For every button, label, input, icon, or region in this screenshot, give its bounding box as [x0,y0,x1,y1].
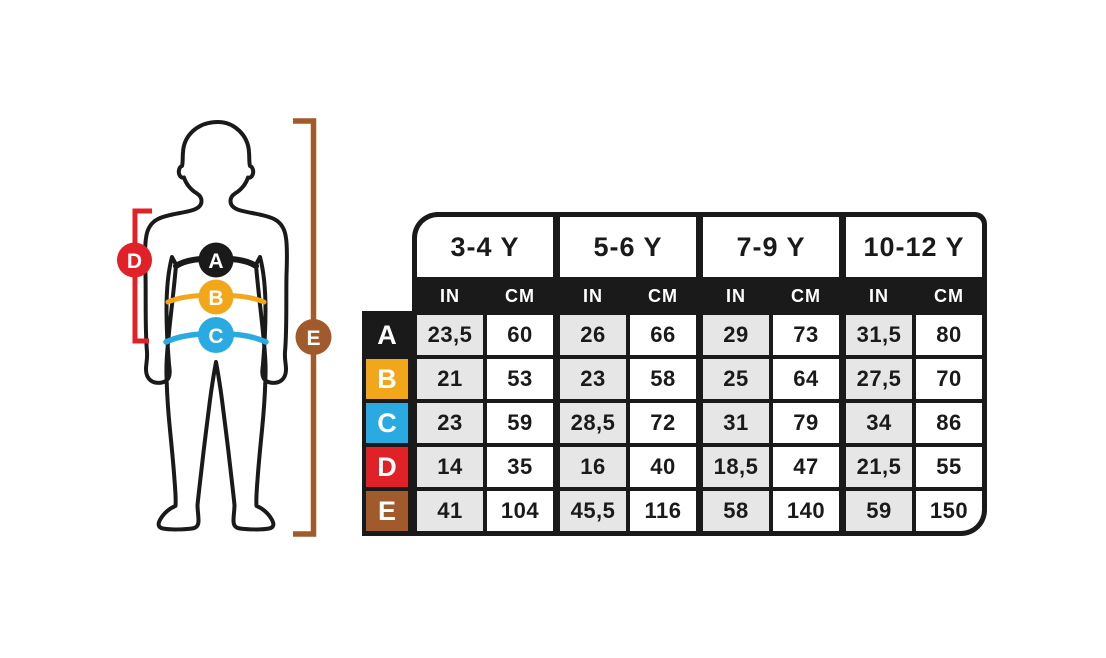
size-header-10-12y: 10-12 Y [846,217,982,277]
marker-c-badge [198,317,234,353]
value-cell: 27,5 [846,359,912,399]
value-cell: 34 [846,403,912,443]
table-row-a: 23,5 60 26 66 29 73 31,5 80 [417,315,982,355]
value-cell: 116 [630,491,696,531]
row-label-c: C [366,403,408,443]
value-cell: 80 [916,315,982,355]
value-cell: 26 [560,315,626,355]
size-table: 3-4 Y 5-6 Y 7-9 Y 10-12 Y IN CM IN CM IN… [412,212,987,536]
size-chart: A B C D E 3-4 Y 5-6 Y 7-9 Y 10-12 Y IN C… [362,212,987,536]
value-cell: 59 [846,491,912,531]
value-cell: 35 [487,447,553,487]
value-cell: 72 [630,403,696,443]
value-cell: 73 [773,315,839,355]
marker-c-label: C [208,325,223,348]
value-cell: 14 [417,447,483,487]
row-label-a: A [366,315,408,355]
marker-b-label: B [208,287,223,310]
unit-header-cell: CM [791,285,821,306]
value-cell: 58 [703,491,769,531]
row-label-b: B [366,359,408,399]
value-cell: 66 [630,315,696,355]
value-cell: 60 [487,315,553,355]
value-cell: 140 [773,491,839,531]
marker-b-badge [198,279,234,315]
unit-header-cell: CM [505,285,535,306]
table-row-e: 41 104 45,5 116 58 140 59 150 [417,491,982,531]
value-cell: 64 [773,359,839,399]
age-header-row: 3-4 Y 5-6 Y 7-9 Y 10-12 Y [417,217,982,277]
value-cell: 21 [417,359,483,399]
value-cell: 23 [560,359,626,399]
table-row-b: 21 53 23 58 25 64 27,5 70 [417,359,982,399]
value-cell: 150 [916,491,982,531]
marker-a-label: A [208,250,223,273]
unit-header-row: IN CM IN CM IN CM IN CM [417,281,982,311]
value-cell: 40 [630,447,696,487]
value-cell: 25 [703,359,769,399]
value-cell: 29 [703,315,769,355]
value-cell: 18,5 [703,447,769,487]
marker-d-label: D [127,250,142,273]
value-cell: 79 [773,403,839,443]
unit-header-cell: IN [869,285,889,306]
value-cell: 47 [773,447,839,487]
value-cell: 41 [417,491,483,531]
value-cell: 45,5 [560,491,626,531]
value-cell: 59 [487,403,553,443]
marker-d-badge [117,242,152,278]
value-cell: 31,5 [846,315,912,355]
unit-header-cell: CM [934,285,964,306]
table-row-d: 14 35 16 40 18,5 47 21,5 55 [417,447,982,487]
unit-header-cell: IN [726,285,746,306]
value-cell: 28,5 [560,403,626,443]
size-header-5-6y: 5-6 Y [560,217,696,277]
measurement-label-column: A B C D E [362,311,412,536]
size-header-3-4y: 3-4 Y [417,217,553,277]
child-body-figure: A B C D E [117,118,332,537]
marker-e-label: E [306,327,320,350]
unit-header-cell: IN [440,285,460,306]
row-label-d: D [366,447,408,487]
value-cell: 21,5 [846,447,912,487]
value-cell: 53 [487,359,553,399]
value-cell: 23 [417,403,483,443]
value-cell: 104 [487,491,553,531]
value-cell: 86 [916,403,982,443]
value-cell: 70 [916,359,982,399]
marker-a-badge [198,242,234,278]
unit-header-cell: CM [648,285,678,306]
size-header-7-9y: 7-9 Y [703,217,839,277]
value-cell: 58 [630,359,696,399]
table-row-c: 23 59 28,5 72 31 79 34 86 [417,403,982,443]
row-label-e: E [366,491,408,531]
value-cell: 16 [560,447,626,487]
marker-e-badge [295,319,332,355]
value-cell: 23,5 [417,315,483,355]
value-cell: 31 [703,403,769,443]
value-cell: 55 [916,447,982,487]
unit-header-cell: IN [583,285,603,306]
